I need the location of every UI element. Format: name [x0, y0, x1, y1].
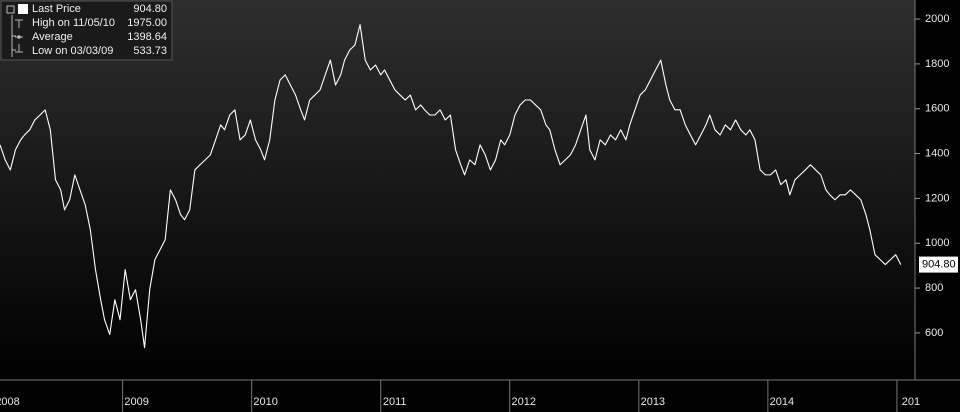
legend-value: 904.80	[133, 3, 167, 15]
legend-value: 1398.64	[127, 31, 167, 43]
x-tick-label: 201	[902, 396, 920, 408]
x-tick-label: 2010	[253, 396, 277, 408]
plot-background	[0, 0, 915, 380]
legend-collapse	[6, 5, 15, 14]
legend-label: Last Price	[32, 3, 81, 15]
legend-value: 1975.00	[127, 17, 167, 29]
x-tick-label: 2013	[641, 396, 665, 408]
y-tick-label: 2000	[925, 13, 949, 25]
x-tick-label: 2012	[512, 396, 536, 408]
legend-box	[0, 0, 173, 61]
x-tick-label: 2014	[770, 396, 794, 408]
price-line	[0, 24, 902, 349]
legend-value: 533.73	[133, 45, 167, 57]
x-tick-label: 2009	[124, 396, 148, 408]
y-tick-label: 1000	[925, 237, 949, 249]
y-tick-label: 800	[925, 282, 943, 294]
last-price-label: 904.80	[922, 258, 956, 270]
x-axis-band	[0, 380, 960, 412]
x-tick-label: 2008	[0, 396, 20, 408]
legend-label: High on 11/05/10	[32, 17, 115, 29]
last-price-tag	[919, 256, 958, 273]
legend-label: Low on 03/03/09	[32, 45, 113, 57]
legend-swatch	[18, 4, 28, 14]
legend-label: Average	[32, 31, 73, 43]
y-tick-label: 1400	[925, 147, 949, 159]
legend: Last Price 904.80 High on 11/05/10 1975.…	[0, 0, 173, 61]
y-tick-label: 1200	[925, 192, 949, 204]
y-tick-label: 600	[925, 327, 943, 339]
marks: 600 800 1000 1200 1400 1600 1800 2000 2008 2009 20…	[0, 13, 958, 412]
y-tick-label: 1800	[925, 58, 949, 70]
legend-average-icon	[17, 35, 21, 39]
y-tick-label: 1600	[925, 103, 949, 115]
x-tick-label: 2011	[383, 396, 407, 408]
